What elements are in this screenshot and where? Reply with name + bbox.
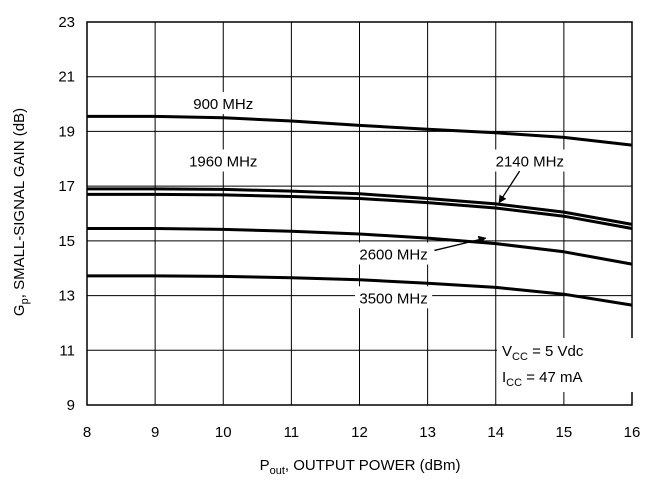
series-label-bg xyxy=(188,92,258,115)
series-label: 2600 MHz xyxy=(359,247,427,264)
series-line-1 xyxy=(87,192,633,230)
x-tick-labels: 8 9 10 11 12 13 14 15 16 xyxy=(83,424,641,441)
series-label: 2140 MHz xyxy=(496,154,564,171)
series-line-3 xyxy=(87,227,633,266)
leader-arrow xyxy=(498,170,521,204)
y-axis-title: Gp, SMALL-SIGNAL GAIN (dB) xyxy=(11,108,31,316)
y-tick-label: 21 xyxy=(58,69,75,86)
conditions-box: VCC = 5 Vdc ICC = 47 mA xyxy=(497,338,633,392)
y-tick-label: 11 xyxy=(59,342,75,359)
x-tick-label: 11 xyxy=(284,424,300,441)
x-tick-label: 10 xyxy=(215,424,232,441)
icc-condition: ICC = 47 mA xyxy=(502,369,583,389)
vcc-condition: VCC = 5 Vdc xyxy=(502,343,584,363)
annotations: 900 MHz 1960 MHz 2140 MHz 2600 MHz 3500 MHz xyxy=(184,92,569,309)
series-group xyxy=(87,114,633,307)
x-tick-label: 8 xyxy=(83,424,91,441)
x-tick-label: 12 xyxy=(351,424,368,441)
y-tick-labels: 9 11 13 15 17 19 21 23 xyxy=(58,14,75,414)
series-label: 3500 MHz xyxy=(359,290,427,307)
series-label-bg xyxy=(354,286,433,309)
series-label-bg xyxy=(184,149,262,172)
y-tick-label: 17 xyxy=(58,178,75,195)
plot-frame xyxy=(86,21,633,406)
y-tick-label: 13 xyxy=(58,288,75,305)
leader-arrow xyxy=(434,235,487,252)
y-tick-label: 9 xyxy=(67,397,75,414)
x-tick-label: 14 xyxy=(487,424,504,441)
x-tick-label: 16 xyxy=(624,424,641,441)
series-line-4 xyxy=(87,274,633,307)
y-tick-label: 19 xyxy=(58,123,75,140)
series-label-bg xyxy=(354,242,433,265)
series-line-2 xyxy=(87,187,633,226)
series-line-0 xyxy=(87,114,633,147)
series-label: 900 MHz xyxy=(193,96,253,113)
series-label-bg xyxy=(491,149,569,172)
x-tick-label: 15 xyxy=(556,424,573,441)
y-tick-label: 23 xyxy=(58,14,75,31)
series-label: 1960 MHz xyxy=(189,154,257,171)
x-tick-label: 9 xyxy=(151,424,159,441)
x-axis-title: Pout, OUTPUT POWER (dBm) xyxy=(260,457,461,477)
x-tick-label: 13 xyxy=(419,424,436,441)
y-tick-label: 15 xyxy=(58,233,75,250)
